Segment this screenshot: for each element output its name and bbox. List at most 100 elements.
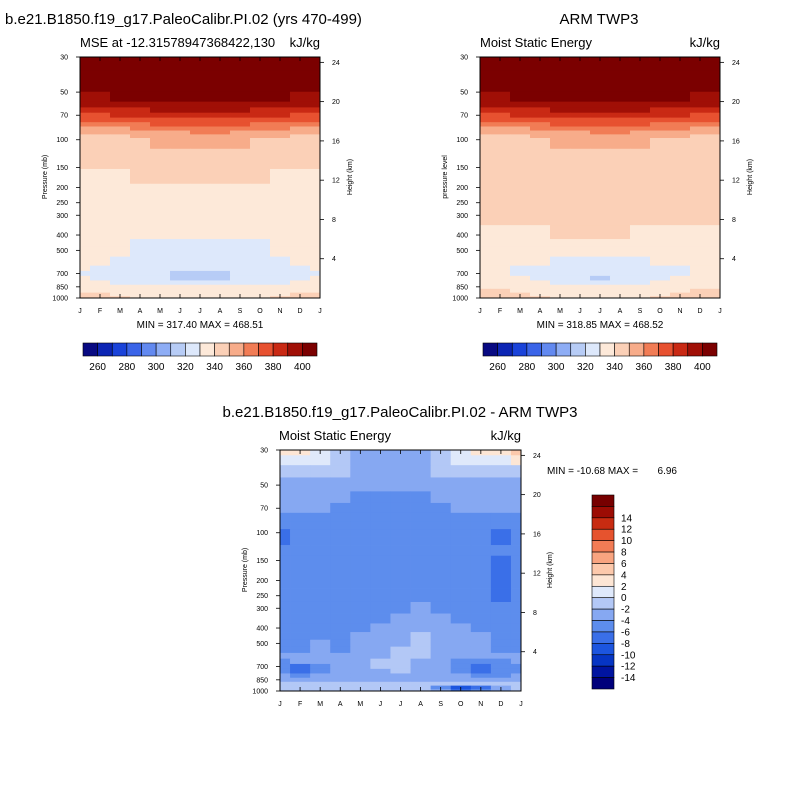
field-cell <box>670 280 691 286</box>
field-cell <box>170 70 191 93</box>
colorbar-box <box>185 342 201 357</box>
field-cell <box>410 512 432 522</box>
height-tick-label: 8 <box>332 217 336 224</box>
field-cell <box>370 668 391 674</box>
field-cell <box>270 275 291 281</box>
field-cell <box>570 148 591 170</box>
field-cell <box>480 130 491 135</box>
colorbar-box <box>591 517 615 530</box>
field-cell <box>230 270 251 277</box>
field-cell <box>490 168 511 185</box>
field-cell <box>90 183 111 202</box>
field-cell <box>490 57 511 72</box>
field-cell <box>330 465 351 478</box>
field-cell <box>570 265 591 272</box>
field-cell <box>590 225 611 240</box>
x-tick-label: J <box>278 701 282 708</box>
field-cell <box>610 122 631 127</box>
field-cell <box>230 112 251 119</box>
field-cell <box>110 130 131 135</box>
field-cell <box>150 134 171 139</box>
field-cell <box>310 201 321 226</box>
field-cell <box>170 270 191 277</box>
field-cell <box>250 201 271 226</box>
field-cell <box>210 225 231 240</box>
field-cell <box>170 137 191 150</box>
field-cell <box>550 168 571 185</box>
field-cell <box>410 455 432 466</box>
field-cell <box>290 225 311 240</box>
field-cell <box>410 677 432 683</box>
field-cell <box>190 280 211 286</box>
colorbar-box <box>687 342 703 357</box>
field-cell <box>150 280 171 286</box>
field-cell <box>690 70 711 93</box>
field-cell <box>190 134 211 139</box>
field-cell <box>390 521 411 530</box>
field-cell <box>670 168 691 185</box>
field-cell <box>530 112 551 119</box>
x-tick-label: N <box>277 308 282 315</box>
field-cell <box>310 265 321 272</box>
field-cell <box>310 668 331 674</box>
field-cell <box>490 265 511 272</box>
field-cell <box>330 477 351 492</box>
field-cell <box>230 148 251 170</box>
field-cell <box>290 168 311 185</box>
field-cell <box>290 663 311 670</box>
y-tick-label: 30 <box>260 448 268 455</box>
field-cell <box>90 225 111 240</box>
field-cell <box>390 646 411 654</box>
field-cell <box>510 101 531 108</box>
field-cell <box>510 677 522 683</box>
field-cell <box>630 126 651 131</box>
field-cell <box>350 512 371 522</box>
field-cell <box>290 239 311 248</box>
field-cell <box>480 292 491 297</box>
x-tick-label: A <box>418 701 423 708</box>
y-tick-label: 500 <box>56 248 68 255</box>
field-cell <box>610 201 631 226</box>
field-cell <box>90 148 111 170</box>
field-cell <box>310 677 331 683</box>
field-cell <box>370 536 391 546</box>
field-cell <box>550 126 571 131</box>
field-cell <box>530 130 551 135</box>
field-cell <box>450 491 472 504</box>
field-cell <box>390 658 411 665</box>
field-cell <box>490 673 512 679</box>
colorbar-box <box>591 528 615 541</box>
field-cell <box>110 101 131 108</box>
colorbar-label: 10 <box>621 536 633 547</box>
field-cell <box>310 639 331 648</box>
field-cell <box>130 126 151 131</box>
field-cell <box>270 134 291 139</box>
field-cell <box>410 545 432 557</box>
field-cell <box>390 545 411 557</box>
field-cell <box>610 275 631 281</box>
field-cell <box>650 201 671 226</box>
field-cell <box>480 122 491 127</box>
field-cell <box>250 57 271 72</box>
field-cell <box>650 130 671 135</box>
field-cell <box>450 601 472 614</box>
field-cell <box>110 256 131 267</box>
y-tick-label: 250 <box>456 200 468 207</box>
field-cell <box>410 555 432 571</box>
field-cell <box>390 668 411 674</box>
field-cell <box>670 256 691 267</box>
y-tick-label: 300 <box>456 213 468 220</box>
field-cell <box>470 529 492 537</box>
field-cell <box>610 134 631 139</box>
field-cell <box>450 646 472 654</box>
field-cell <box>250 239 271 248</box>
field-cell <box>190 270 211 277</box>
field-cell <box>350 668 371 674</box>
field-cell <box>480 280 491 286</box>
field-cell <box>480 117 491 123</box>
field-cell <box>410 491 432 504</box>
y-tick-label: 850 <box>56 284 68 291</box>
field-cell <box>230 280 251 286</box>
field-cell <box>90 280 111 286</box>
field-cell <box>490 246 511 258</box>
